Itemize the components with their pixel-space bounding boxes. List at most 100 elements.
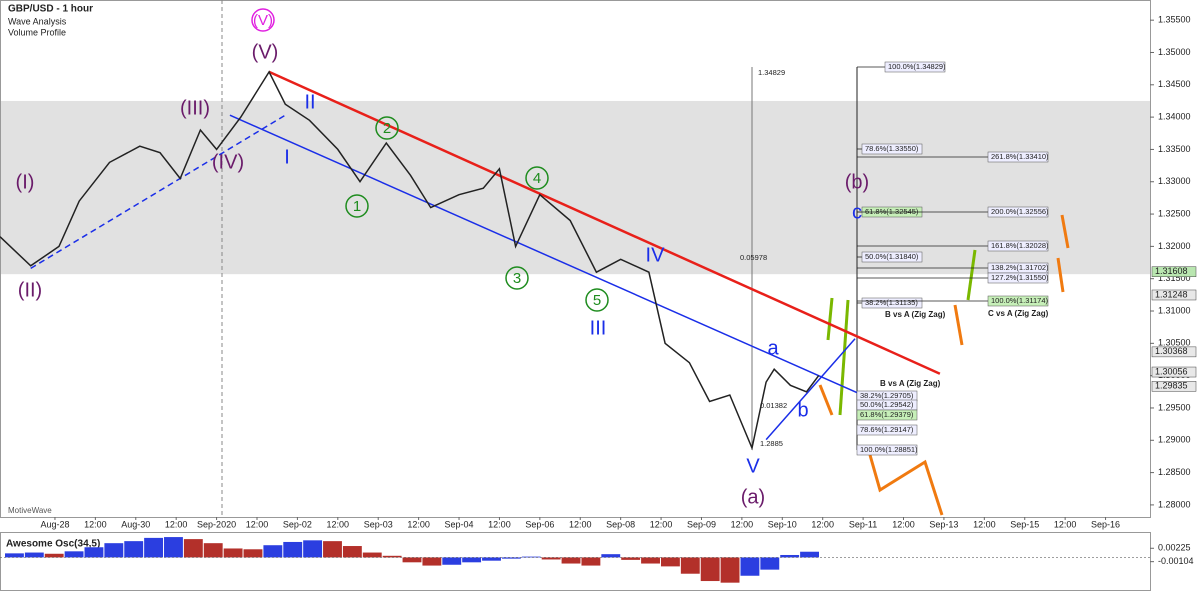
osc-bar <box>183 539 203 558</box>
trendline <box>765 338 856 441</box>
osc-bar <box>760 557 780 570</box>
price-zone <box>1 100 1150 275</box>
osc-bar <box>402 557 422 563</box>
wave-label: 1 <box>353 198 361 215</box>
osc-bar <box>203 543 223 558</box>
osc-bar <box>382 555 402 558</box>
wave-label: III <box>590 317 607 339</box>
y-tick-label: 1.30500 <box>1158 338 1191 348</box>
x-tick-label: Sep-06 <box>525 519 554 529</box>
wave-label: V <box>746 455 760 477</box>
study-name: Wave Analysis <box>8 16 67 26</box>
arrow <box>826 297 834 341</box>
study-name: Volume Profile <box>8 27 66 37</box>
price-tag <box>1151 289 1197 301</box>
x-tick-label: Sep-04 <box>445 519 474 529</box>
note: 1.2885 <box>760 439 783 448</box>
osc-bar <box>780 554 800 558</box>
trendline <box>268 70 941 375</box>
osc-bar <box>541 557 561 560</box>
fib-box <box>987 206 1049 218</box>
fib-box <box>987 240 1049 252</box>
price-tag <box>1151 346 1197 358</box>
osc-bar <box>24 552 44 558</box>
arrow <box>1056 257 1065 293</box>
note: C vs A (Zig Zag) <box>988 309 1049 318</box>
osc-bar <box>263 545 283 558</box>
x-tick-label: Sep-02 <box>283 519 312 529</box>
x-tick-label: Sep-08 <box>606 519 635 529</box>
wave-label: 2 <box>383 120 391 137</box>
fib-label: 261.8%(1.33410) <box>991 152 1049 161</box>
watermark: MotiveWave <box>8 506 52 515</box>
fib-label: 161.8%(1.32028) <box>991 241 1049 250</box>
y-tick-label: 1.34500 <box>1158 79 1191 89</box>
fib-label: 100.0%(1.34829) <box>888 62 946 71</box>
y-tick-label: 1.31000 <box>1158 305 1191 315</box>
y-tick-label: 1.35500 <box>1158 15 1191 25</box>
x-tick-label: 12:00 <box>731 519 754 529</box>
wave-label: 3 <box>513 270 521 287</box>
y-tick-label: 1.34000 <box>1158 111 1191 121</box>
note: 1.34829 <box>758 68 785 77</box>
note: B vs A (Zig Zag) <box>885 310 946 319</box>
fib-box <box>987 295 1049 307</box>
price-tag <box>1151 366 1197 378</box>
x-tick-label: Sep-15 <box>1010 519 1039 529</box>
fib-label: 138.2%(1.31702) <box>991 263 1049 272</box>
note: 0.01382 <box>760 401 787 410</box>
x-tick-label: Sep-09 <box>687 519 716 529</box>
arrow <box>868 454 944 516</box>
fib-label: 100.0%(1.28851) <box>860 445 918 454</box>
fib-label: 50.0%(1.31840) <box>865 252 919 261</box>
x-tick-label: 12:00 <box>407 519 430 529</box>
y-tick-label: 1.28000 <box>1158 499 1191 509</box>
price-tag <box>1151 266 1197 277</box>
fib-box <box>861 143 923 155</box>
fib-label: 200.0%(1.32556) <box>991 207 1049 216</box>
osc-bar <box>342 546 362 558</box>
arrow <box>1060 214 1070 249</box>
fib-label: 38.2%(1.29705) <box>860 391 914 400</box>
y-tick-label: 1.32500 <box>1158 208 1191 218</box>
wave-label: (II) <box>18 279 42 301</box>
y-tick-label: 1.29000 <box>1158 435 1191 445</box>
osc-bar <box>581 557 601 566</box>
price-tag <box>1151 381 1197 392</box>
osc-bar <box>243 549 263 558</box>
fib-box <box>861 297 923 309</box>
osc-bar <box>720 557 740 583</box>
wave-label: (IV) <box>212 151 244 173</box>
osc-tick-label: -0.00104 <box>1158 556 1194 566</box>
fib-label: 61.8%(1.29379) <box>860 410 914 419</box>
wave-circle <box>525 166 549 190</box>
wave-circle <box>585 288 609 312</box>
osc-bar <box>144 537 164 558</box>
osc-bar <box>303 540 323 558</box>
x-tick-label: 12:00 <box>569 519 592 529</box>
x-tick-label: Sep-03 <box>364 519 393 529</box>
fib-box <box>987 272 1049 284</box>
wave-label: (a) <box>741 486 765 508</box>
y-tick-label: 1.31500 <box>1158 273 1191 283</box>
chart-title: GBP/USD - 1 hour <box>8 4 93 15</box>
osc-bar <box>641 557 660 564</box>
wave-label: (b) <box>845 171 869 193</box>
note: B vs A (Zig Zag) <box>880 379 941 388</box>
osc-bar <box>5 553 24 558</box>
x-tick-label: Sep-2020 <box>197 519 236 529</box>
wave-circle <box>345 194 369 218</box>
osc-bar <box>64 551 84 558</box>
wave-label: II <box>304 91 315 113</box>
wave-circle <box>505 266 529 290</box>
osc-bar <box>283 541 303 558</box>
fib-box <box>856 424 918 436</box>
x-tick-label: 12:00 <box>246 519 269 529</box>
fib-box <box>884 61 946 73</box>
fib-box <box>856 409 918 421</box>
x-tick-label: 12:00 <box>892 519 915 529</box>
arrow <box>818 384 834 416</box>
osc-bar <box>362 552 382 558</box>
osc-title: Awesome Osc(34,5) <box>6 539 100 550</box>
osc-bar <box>104 543 124 558</box>
